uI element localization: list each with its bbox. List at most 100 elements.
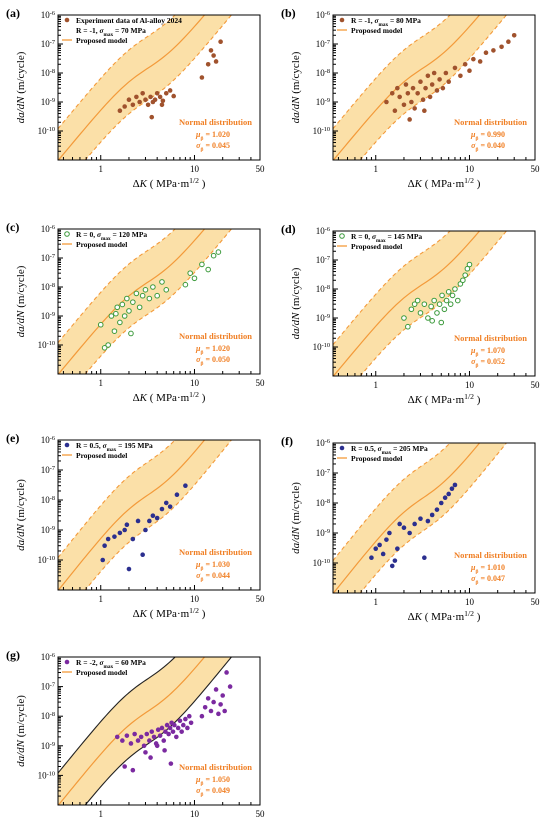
data-point [113, 310, 119, 317]
data-point [159, 102, 165, 108]
data-point [128, 741, 134, 746]
data-point [420, 97, 426, 103]
data-point [434, 507, 440, 512]
panel-label: (e) [6, 431, 19, 445]
data-point [120, 738, 125, 743]
data-point [117, 108, 123, 114]
data-point [97, 321, 104, 328]
y-tick-label: 10-7 [316, 39, 330, 50]
legend-marker-icon [339, 17, 345, 23]
data-point [167, 504, 173, 509]
x-axis-label: ΔK ( MPa·m1/2 ) [133, 606, 206, 621]
data-point [439, 292, 445, 299]
data-point [395, 85, 400, 91]
data-point [154, 90, 160, 96]
data-point [166, 731, 171, 737]
x-tick-label: 50 [531, 380, 541, 390]
data-point [437, 77, 442, 82]
annotation-title: Normal distribution [454, 333, 527, 343]
y-tick-label: 10-9 [41, 740, 55, 751]
band-lower-bound [359, 15, 508, 160]
x-axis-label: ΔK ( MPa·m1/2 ) [408, 609, 481, 624]
y-tick-label: 10-9 [316, 313, 330, 324]
y-tick-label: 10-7 [41, 681, 55, 692]
data-point [114, 304, 121, 311]
data-point [124, 733, 130, 738]
model-curve [58, 15, 206, 160]
chart-panel-a: 1 10 50 10-10 10-9 10-8 10-7 10-6 ΔK ( MPa·m1/2 … [6, 6, 265, 190]
data-point [462, 272, 468, 278]
data-point [395, 546, 400, 551]
data-point [387, 530, 392, 536]
model-curve [333, 443, 481, 593]
legend-marker-icon [64, 442, 70, 448]
legend-entry: Proposed model [351, 454, 402, 463]
data-point [146, 295, 153, 302]
legend-entry: Experiment data of Al-alloy 2024 [76, 16, 182, 25]
data-point [467, 68, 472, 74]
data-point [227, 684, 233, 689]
legend-entry: Proposed model [76, 36, 127, 45]
y-tick-label: 10-9 [41, 311, 55, 322]
x-tick-label: 1 [373, 380, 378, 390]
y-tick-label: 10-7 [41, 39, 55, 50]
x-tick-label: 1 [98, 594, 103, 604]
y-tick-label: 10-10 [38, 340, 55, 351]
data-point [202, 704, 208, 710]
data-point [405, 90, 411, 96]
data-point [145, 102, 151, 108]
y-tick-label: 10-6 [41, 10, 55, 21]
annotation-title: Normal distribution [454, 117, 527, 127]
data-point [174, 492, 180, 498]
data-point [401, 102, 407, 108]
data-point [154, 515, 160, 521]
data-point [401, 315, 407, 321]
data-point [112, 534, 117, 539]
x-tick-label: 1 [98, 164, 103, 174]
x-tick-label: 10 [190, 164, 200, 174]
data-point [114, 734, 120, 740]
data-point [392, 558, 398, 563]
data-point [407, 117, 412, 122]
data-point [218, 39, 223, 45]
data-point [164, 722, 170, 728]
confidence-band [333, 231, 507, 376]
model-curve [58, 440, 206, 590]
data-point [471, 56, 476, 62]
data-point [163, 500, 169, 506]
data-point [415, 90, 420, 96]
panel-label: (f) [281, 434, 293, 448]
annotation-mu: μβ = 0.990 [470, 130, 505, 142]
annotation-sigma: σβ = 0.050 [196, 355, 230, 367]
band-upper-bound [58, 657, 176, 774]
data-point [177, 718, 183, 724]
data-point [143, 750, 148, 755]
data-point [412, 106, 417, 111]
data-point [447, 301, 454, 307]
data-point [409, 99, 414, 105]
data-point [191, 275, 198, 282]
legend-marker-icon [339, 233, 345, 239]
data-point [422, 108, 427, 114]
y-axis-label: da/dN (m/cycle) [290, 482, 302, 554]
confidence-band [58, 657, 232, 805]
legend-entry: R = 0, σmax = 145 MPa [351, 232, 422, 244]
annotation-sigma: σβ = 0.045 [196, 141, 230, 153]
data-point [460, 277, 466, 284]
band-upper-bound [58, 15, 176, 130]
data-point [128, 330, 134, 337]
data-point [119, 301, 126, 308]
data-point [170, 729, 176, 734]
data-point [215, 249, 222, 255]
data-point [408, 306, 415, 313]
annotation-title: Normal distribution [179, 117, 252, 127]
model-curve [333, 231, 481, 376]
data-point [417, 310, 424, 316]
data-point [499, 44, 504, 50]
data-point [443, 70, 449, 76]
data-point [144, 731, 150, 737]
data-point [187, 270, 193, 276]
